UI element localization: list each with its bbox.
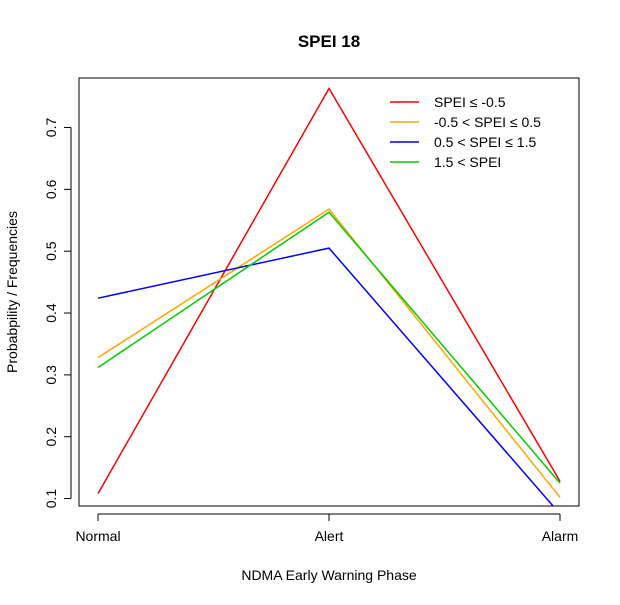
series-line-2	[97, 208, 561, 498]
x-axis: Normal Alert Alarm	[75, 513, 579, 544]
y-axis: 0.1 0.2 0.3 0.4 0.5 0.6 0.7	[43, 118, 72, 509]
plot-frame	[78, 77, 580, 507]
series-line-1	[97, 87, 561, 494]
legend-label-3: 0.5 < SPEI ≤ 1.5	[434, 134, 536, 150]
y-tick-label: 0.4	[43, 303, 59, 323]
series-line-4	[97, 211, 561, 484]
x-tick-label: Alert	[315, 528, 344, 544]
y-tick-label: 0.7	[43, 118, 59, 138]
legend-label-1: SPEI ≤ -0.5	[434, 94, 506, 110]
y-tick-label: 0.3	[43, 365, 59, 385]
y-axis-label: Probabpility / Frequencies	[4, 211, 20, 373]
series-line-3	[97, 247, 555, 506]
legend: SPEI ≤ -0.5 -0.5 < SPEI ≤ 0.5 0.5 < SPEI ≤…	[390, 94, 541, 170]
y-tick-label: 0.2	[43, 427, 59, 447]
legend-label-2: -0.5 < SPEI ≤ 0.5	[434, 114, 541, 130]
x-axis-label: NDMA Early Warning Phase	[241, 567, 417, 583]
y-tick-label: 0.1	[43, 489, 59, 509]
y-tick-label: 0.5	[43, 241, 59, 261]
legend-label-4: 1.5 < SPEI	[434, 154, 501, 170]
series-lines	[97, 87, 561, 506]
x-tick-label: Alarm	[542, 528, 579, 544]
chart-title: SPEI 18	[298, 32, 360, 51]
x-tick-label: Normal	[75, 528, 120, 544]
y-tick-label: 0.6	[43, 179, 59, 199]
